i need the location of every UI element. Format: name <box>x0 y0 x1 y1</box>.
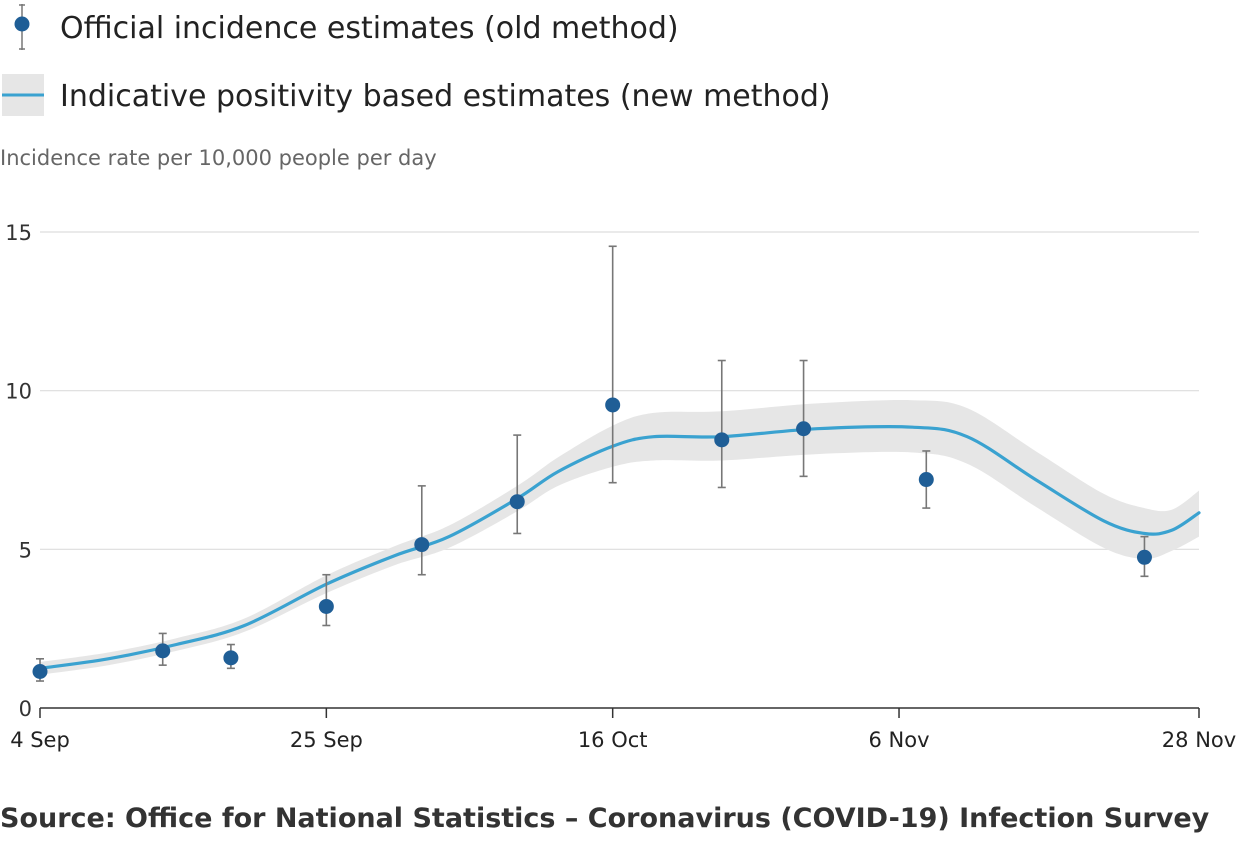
old-method-point <box>32 664 48 680</box>
legend-label-new-method: Indicative positivity based estimates (n… <box>60 78 831 114</box>
x-tick-label: 4 Sep <box>10 728 70 752</box>
legend-point-errorbar-icon <box>14 4 30 50</box>
source-note: Source: Office for National Statistics –… <box>0 803 1210 834</box>
old-method-point <box>223 650 239 666</box>
legend-line-band-icon <box>2 74 44 116</box>
legend-item-new-method: Indicative positivity based estimates (n… <box>0 72 831 120</box>
x-tick-label: 6 Nov <box>869 728 930 752</box>
old-method-points <box>32 397 1152 680</box>
old-method-point <box>414 537 430 553</box>
new-method-line <box>38 425 1201 670</box>
grid-lines <box>40 231 1199 550</box>
y-tick-label: 5 <box>19 538 32 562</box>
old-method-point <box>605 397 621 413</box>
old-method-point <box>318 598 334 614</box>
old-method-point <box>155 643 171 659</box>
old-method-point <box>714 432 730 448</box>
y-tick-label: 0 <box>19 697 32 721</box>
y-tick-label: 10 <box>5 380 32 404</box>
old-method-point <box>918 472 934 488</box>
confidence-band <box>40 400 1199 675</box>
y-tick-label: 15 <box>5 221 32 245</box>
old-method-point <box>1136 549 1152 565</box>
old-method-point <box>796 421 812 437</box>
confidence-band-area <box>40 400 1199 675</box>
legend-item-old-method: Official incidence estimates (old method… <box>0 4 679 52</box>
x-tick-label: 25 Sep <box>290 728 363 752</box>
old-method-point <box>509 494 525 510</box>
x-tick-label: 16 Oct <box>578 728 648 752</box>
x-tick-label: 28 Nov <box>1162 728 1236 752</box>
x-tick-labels: 4 Sep 25 Sep 16 Oct 6 Nov 28 Nov <box>10 728 1236 752</box>
y-tick-labels: 0 5 10 15 <box>5 221 32 721</box>
legend-label-old-method: Official incidence estimates (old method… <box>60 10 679 46</box>
x-axis <box>39 707 1200 718</box>
new-method-line-path <box>38 425 1201 670</box>
y-axis-title: Incidence rate per 10,000 people per day <box>0 146 437 170</box>
